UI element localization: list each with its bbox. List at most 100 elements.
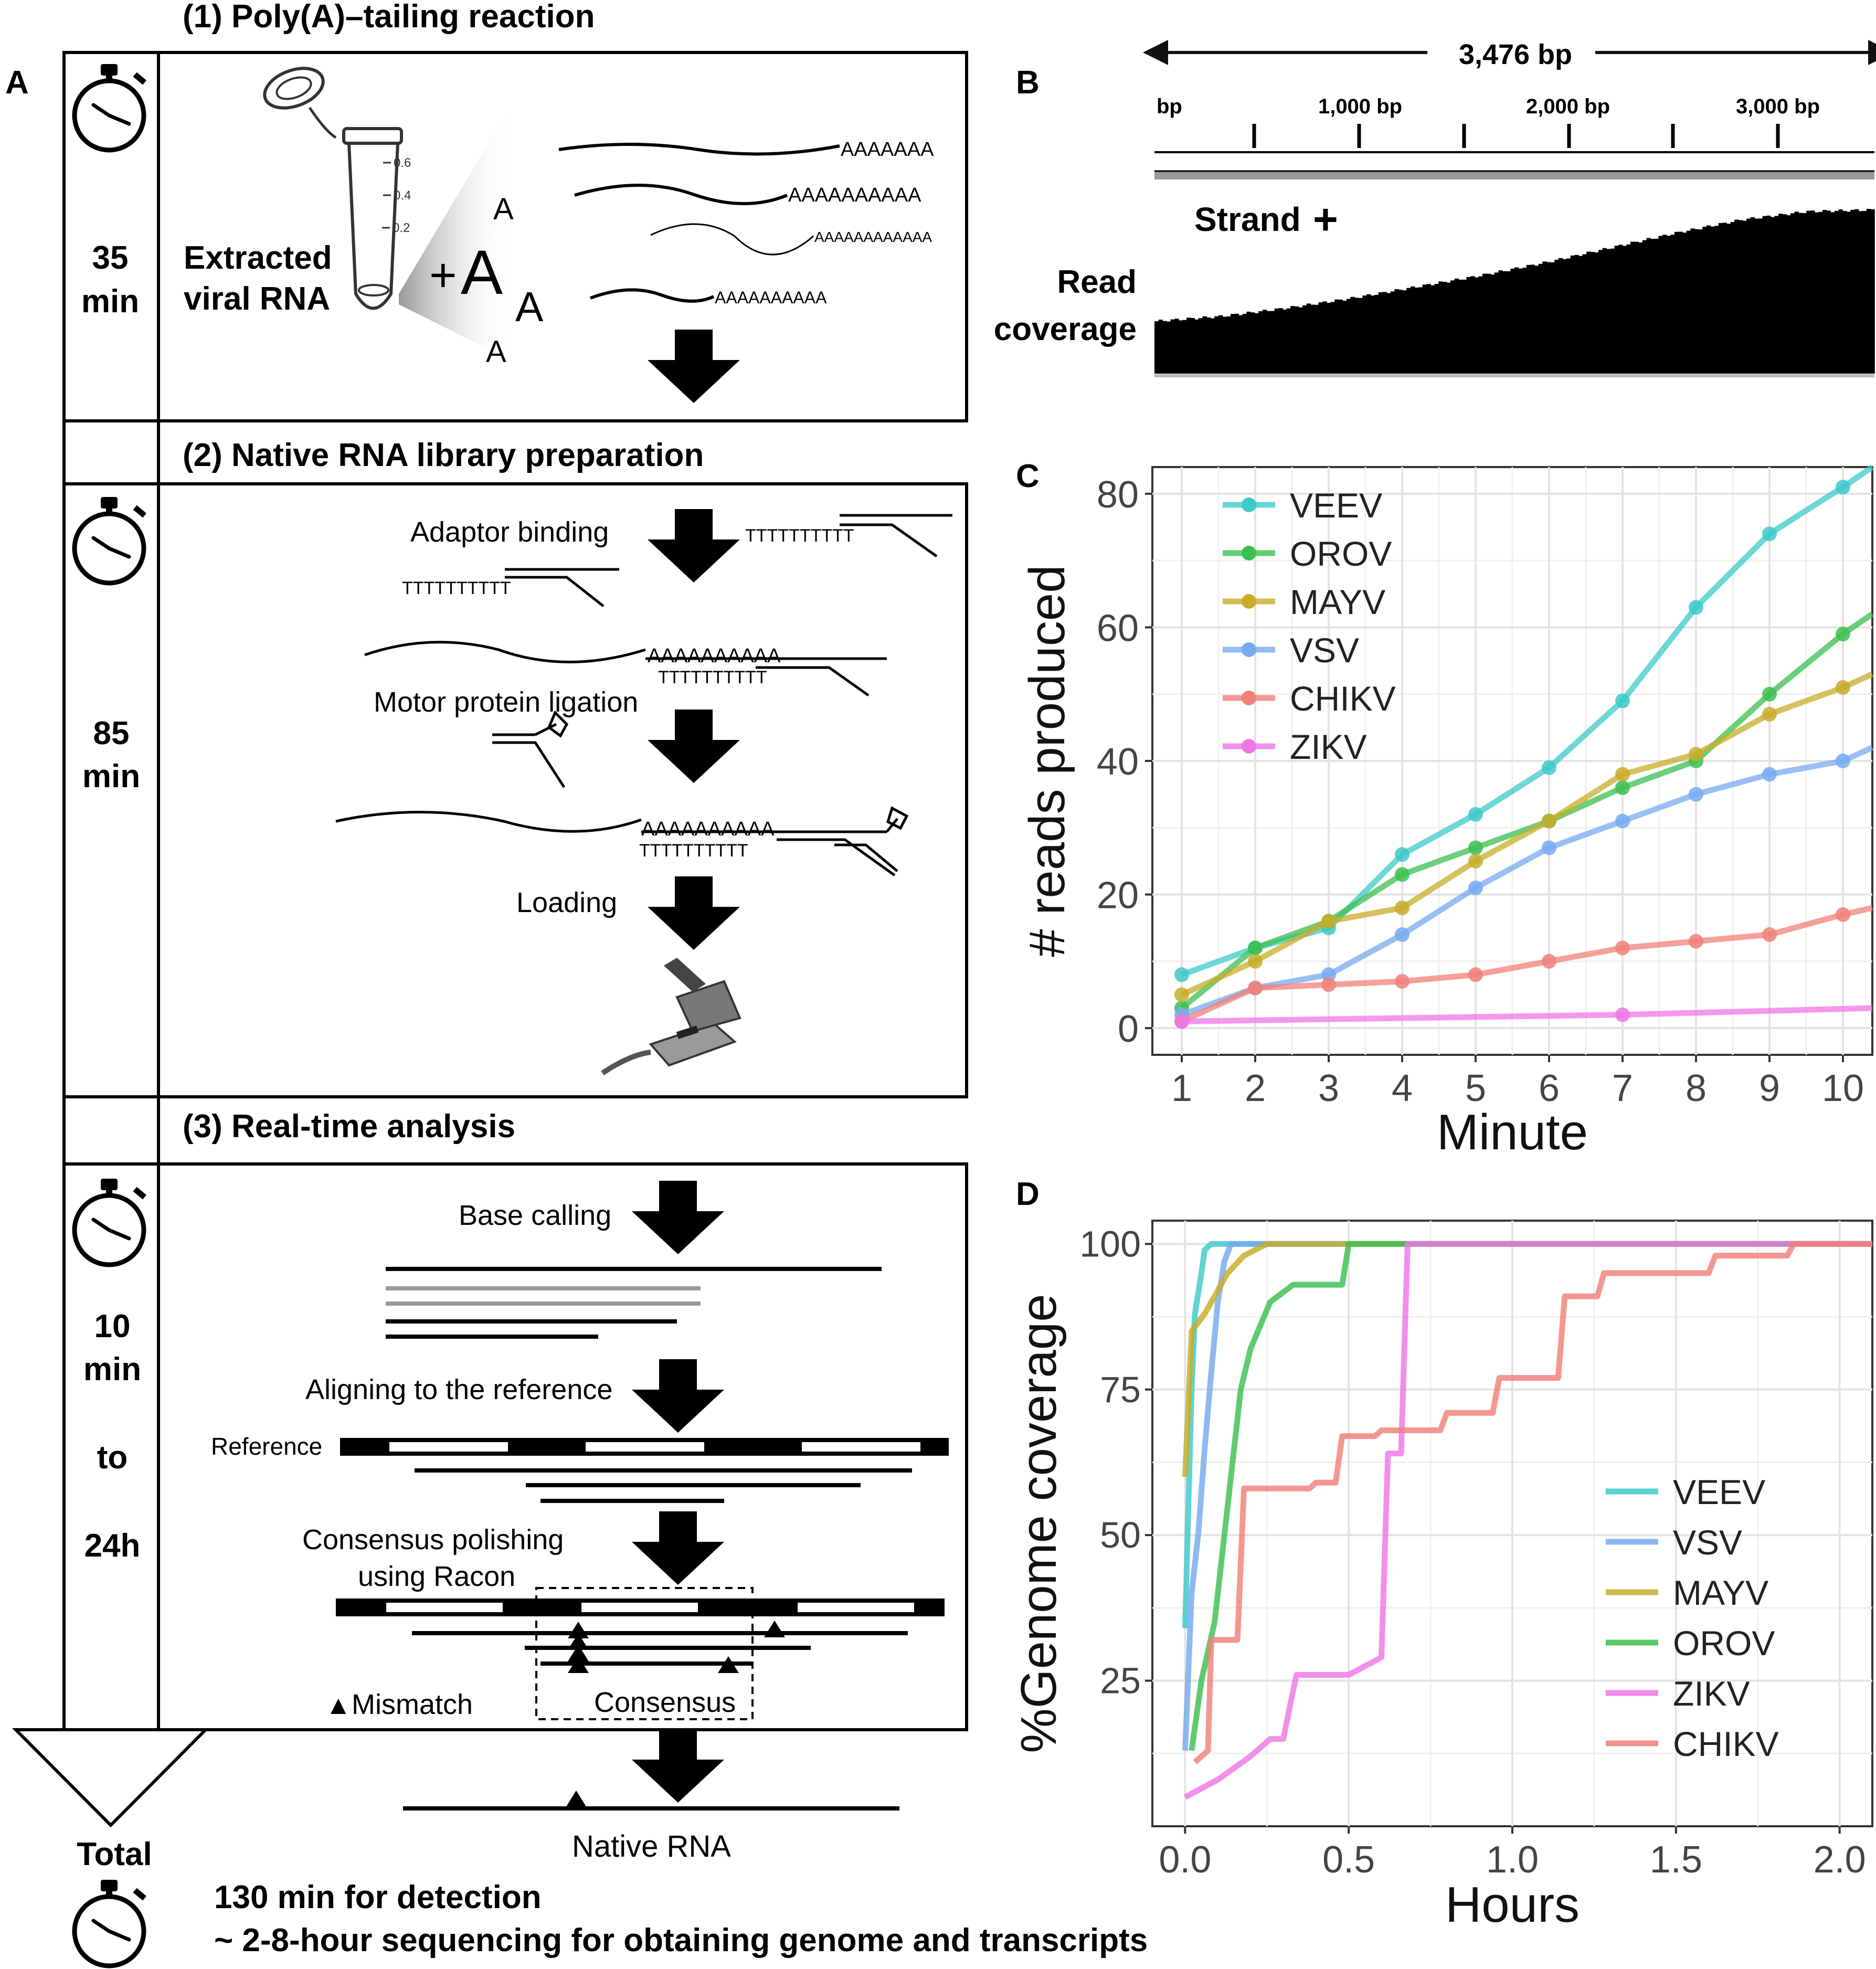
legend-marker [1242, 497, 1256, 512]
coverage-bar [1198, 318, 1203, 374]
coverage-bar [1398, 290, 1403, 374]
read-label-line1: Read [1057, 264, 1137, 300]
coverage-bar [1826, 210, 1831, 374]
data-point-veev [1836, 480, 1850, 495]
coverage-bar [1782, 214, 1787, 374]
step1-time-value: 35 [92, 240, 129, 276]
coverage-bar [1698, 229, 1703, 374]
coverage-bar [1298, 307, 1303, 374]
data-point-veev [1615, 693, 1630, 708]
adenine-small: A [486, 335, 506, 369]
stopwatch-icon [75, 1179, 146, 1265]
legend-label: CHIKV [1290, 679, 1396, 718]
data-point-veev [1762, 526, 1777, 542]
total-line1: 130 min for detection [214, 1879, 542, 1915]
coverage-bar [1562, 259, 1567, 374]
coverage-bar [1830, 212, 1835, 374]
coverage-bar [1606, 249, 1611, 374]
polya-tail: AAAAAAAAAA [648, 645, 781, 667]
legend-label: MAYV [1673, 1573, 1768, 1612]
polya-tail: AAAAAAAAAAAA [814, 229, 932, 245]
coverage-bar [1430, 285, 1435, 374]
coverage-bar [1482, 273, 1487, 374]
coverage-bar [1166, 321, 1171, 374]
polya-tail: AAAAAAAAAA [641, 818, 775, 840]
coverage-bar [1394, 289, 1399, 374]
data-point-zikv [1174, 1014, 1189, 1029]
coverage-bar [1266, 311, 1271, 374]
legend-marker [1242, 594, 1256, 609]
panel-a: A (1) Poly(A)–tailing reaction (2) Nativ… [5, 0, 1148, 1966]
coverage-bar [1498, 270, 1503, 374]
series-line-vsv [1182, 1241, 1872, 1751]
coverage-bar [1858, 211, 1863, 374]
x-tick-label: 6 [1539, 1067, 1560, 1109]
coverage-bar [1566, 258, 1571, 374]
data-point-mayv [1615, 767, 1630, 782]
series-line-chikv [1193, 1241, 1872, 1765]
coverage-bar [1454, 278, 1459, 374]
adenine-small: A [515, 283, 544, 330]
coverage-bar [1226, 316, 1231, 374]
coverage-bar [1702, 227, 1707, 374]
coverage-bar [1582, 254, 1587, 374]
sequencer-device-icon [601, 958, 741, 1076]
legend-label: VSV [1290, 631, 1359, 670]
coverage-bar [1466, 277, 1471, 374]
coverage-bar [1790, 213, 1795, 374]
coverage-bar [1506, 271, 1511, 374]
coverage-bar [1490, 274, 1495, 374]
coverage-bar [1194, 319, 1199, 374]
data-point-chikv [1762, 927, 1777, 942]
coverage-bar [1238, 315, 1243, 374]
coverage-bar [1738, 220, 1743, 374]
coverage-bar [1162, 321, 1167, 374]
coverage-bar [1474, 277, 1479, 374]
coverage-bar [1502, 271, 1507, 374]
coverage-bar [1726, 224, 1731, 374]
coverage-bar [1210, 318, 1215, 374]
plus-sign: + [429, 249, 457, 302]
x-tick-label: 3 [1318, 1067, 1339, 1109]
data-point-vsv [1836, 754, 1850, 768]
x-tick-label: 1.5 [1650, 1839, 1702, 1881]
coverage-bar [1758, 218, 1763, 374]
panel-a-label: A [5, 65, 29, 101]
data-point-chikv [1689, 934, 1703, 949]
coverage-bar [1806, 210, 1811, 374]
adaptor-binding-label: Adaptor binding [410, 516, 609, 548]
tube-mark: 0.6 [394, 156, 411, 170]
coverage-bar [1574, 255, 1579, 374]
adaptor-t-strand: TTTTTTTTTT [639, 841, 748, 861]
coverage-bar [1170, 319, 1175, 374]
stopwatch-icon [75, 497, 146, 583]
genome-coverage-chart: 25 50 75 100 0.0 0.5 1.0 1.5 2.0 Hours %Genome cov… [1011, 1220, 1873, 1933]
tube-illustration [263, 67, 514, 362]
adaptor-t-strand: TTTTTTTTTT [745, 526, 854, 546]
adaptor-t-strand: TTTTTTTTTT [658, 668, 767, 687]
data-point-orov [1468, 840, 1483, 855]
coverage-bar [1154, 321, 1159, 374]
coverage-bar [1450, 280, 1455, 374]
polya-tail: AAAAAAAAAA [788, 184, 921, 206]
coverage-bar [1862, 210, 1867, 374]
coverage-bar [1342, 301, 1347, 374]
coverage-bar [1274, 308, 1279, 374]
ruler-tick-label: 1,000 bp [1318, 95, 1402, 118]
data-point-mayv [1248, 954, 1263, 969]
data-point-chikv [1836, 907, 1850, 922]
step2-title: (2) Native RNA library preparation [183, 437, 704, 473]
y-tick-label: 50 [1100, 1515, 1141, 1555]
step1-time-unit: min [81, 283, 139, 320]
down-arrow-icon [632, 1729, 724, 1803]
coverage-bar [1854, 209, 1859, 374]
coverage-bar [1418, 287, 1423, 374]
y-tick-label: 25 [1100, 1660, 1141, 1701]
coverage-bar [1590, 252, 1595, 374]
coverage-bar [1402, 290, 1407, 374]
coverage-bar [1718, 223, 1723, 374]
coverage-bar [1514, 267, 1519, 374]
legend-label: VEEV [1290, 486, 1382, 525]
y-axis-label: %Genome coverage [1011, 1294, 1067, 1753]
coverage-bar [1510, 268, 1515, 374]
